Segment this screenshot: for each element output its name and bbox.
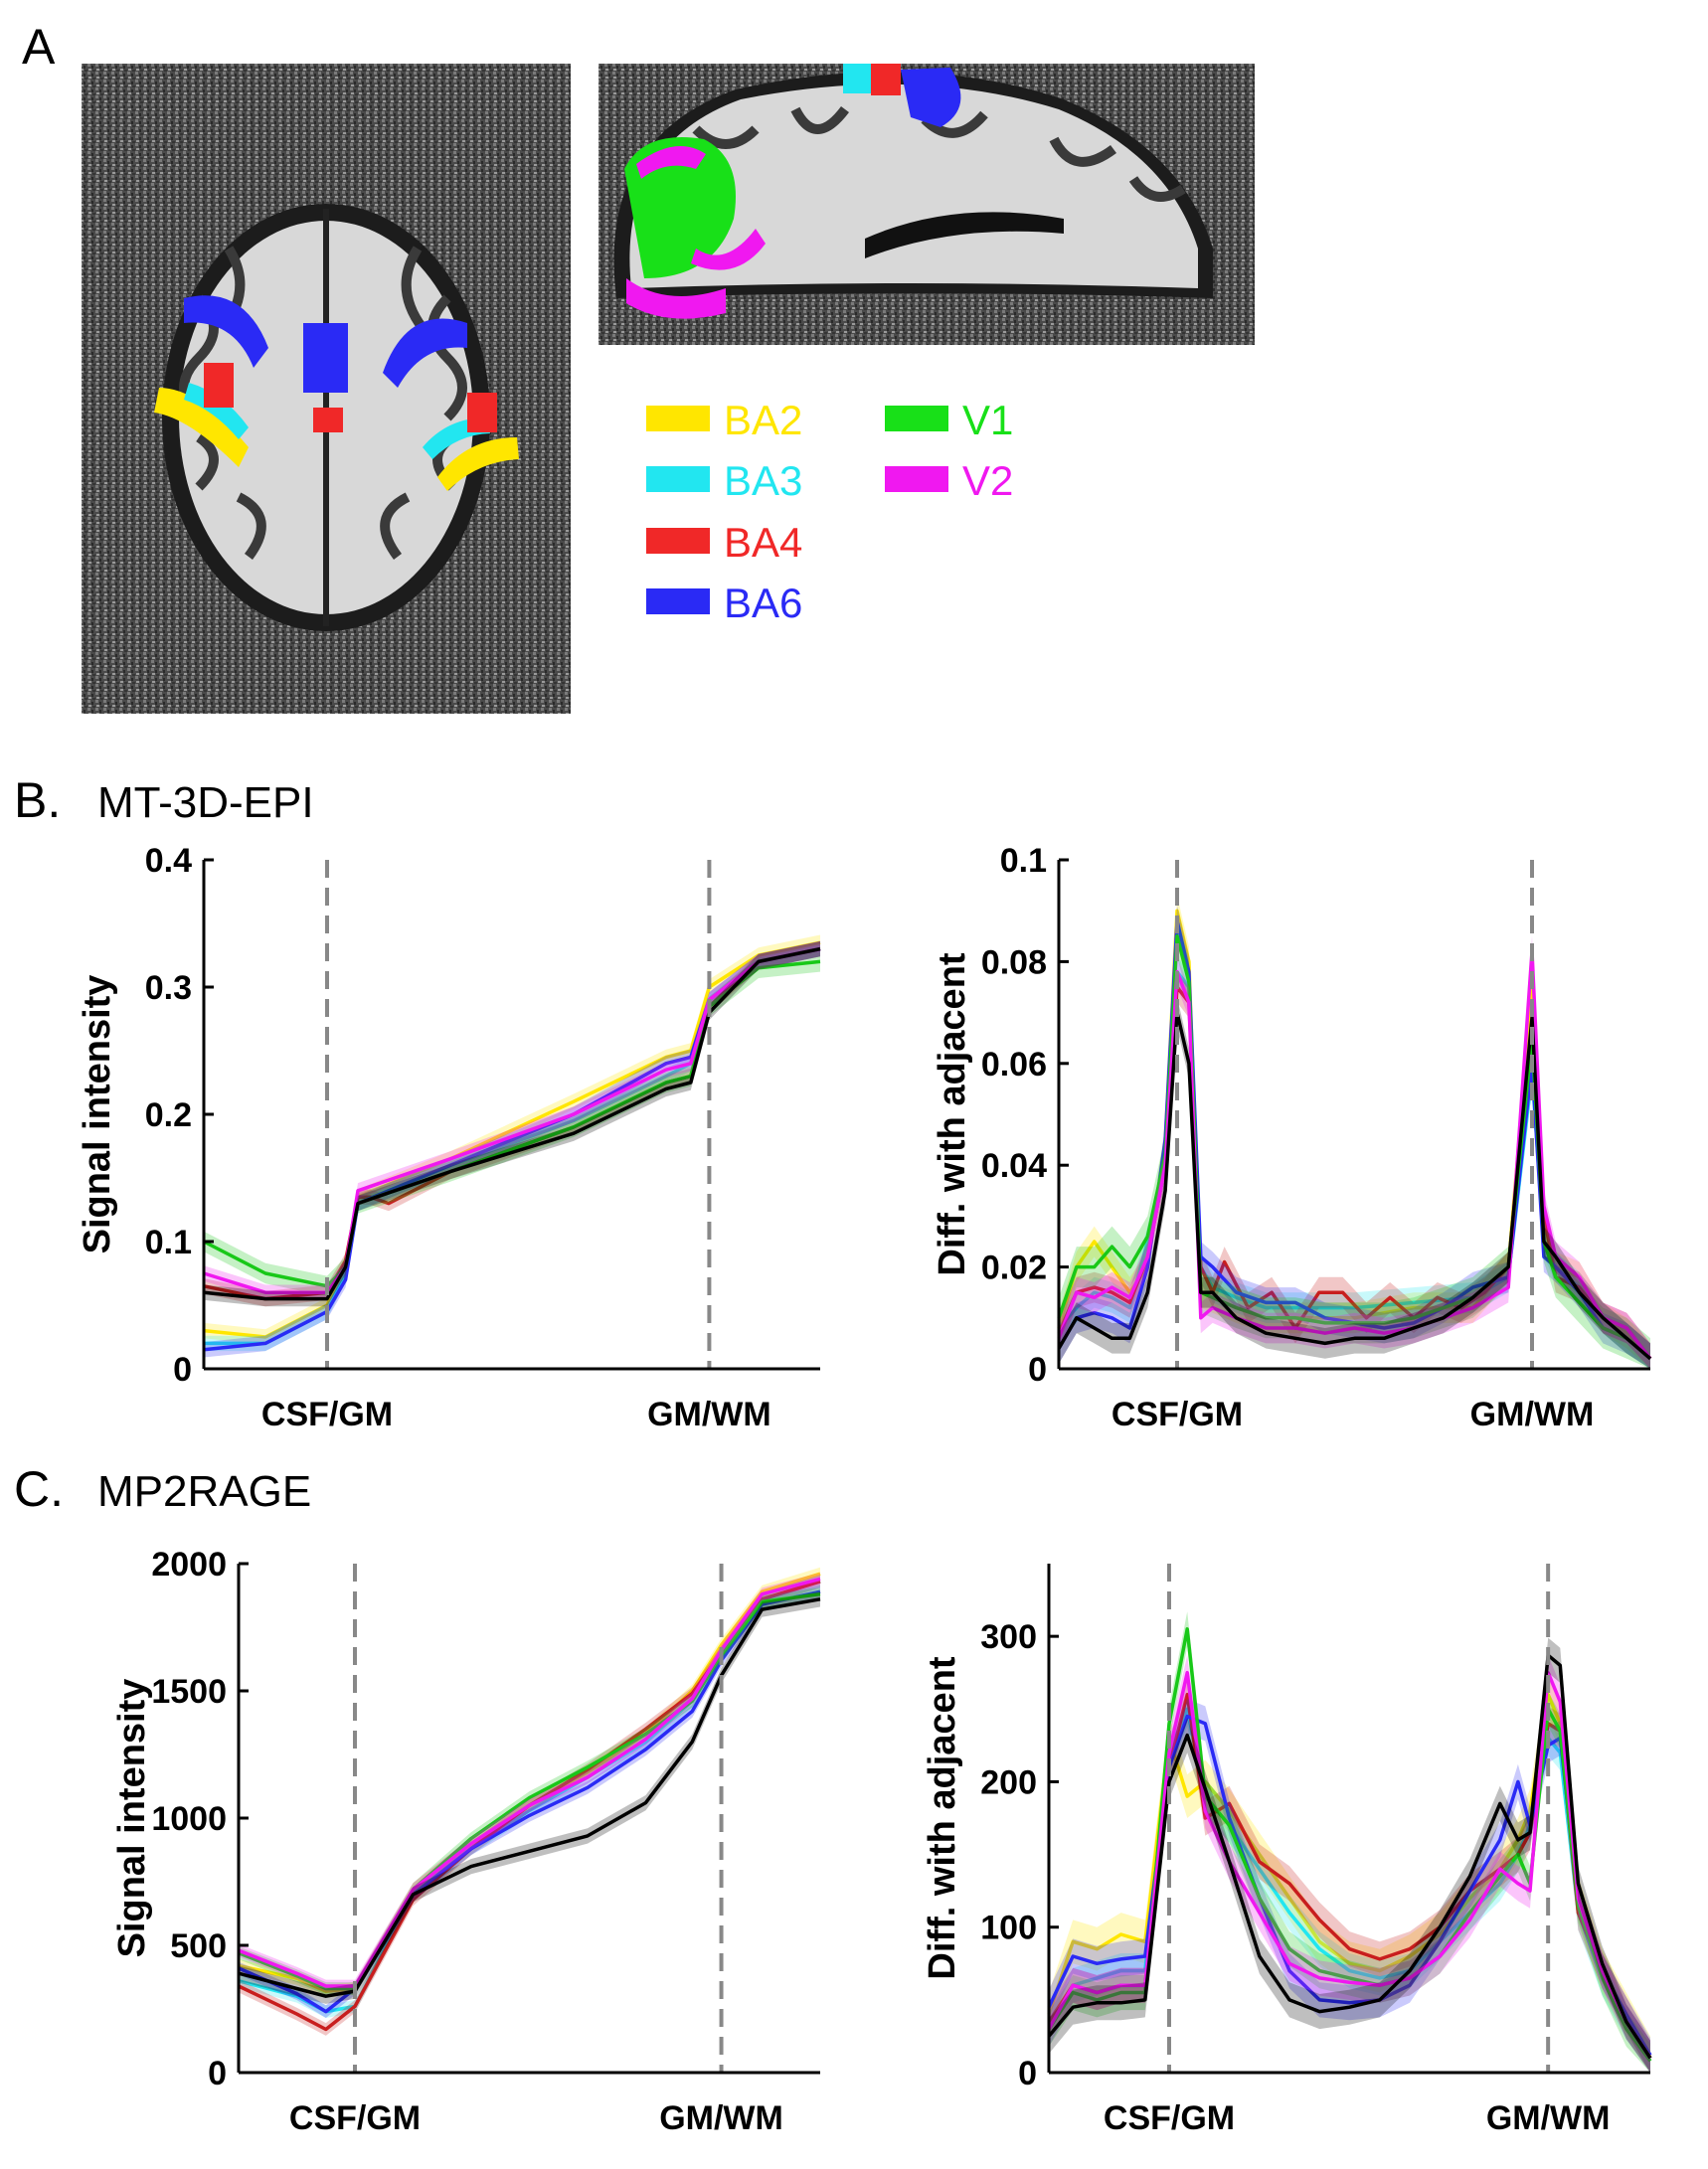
legend-label: BA3 bbox=[724, 457, 802, 504]
series-v2 bbox=[238, 1573, 821, 1993]
y-tick-label: 0 bbox=[208, 2055, 227, 2092]
line-charts: 0 0.1 0.2 0.3 0.4 CSF/GM GM/WM Signal intensity… bbox=[77, 842, 1652, 2137]
legend-swatch bbox=[646, 466, 710, 492]
sagittal-brain-image bbox=[598, 64, 1255, 345]
panel-b-letter: B. bbox=[14, 772, 61, 828]
y-tick-label: 0 bbox=[1028, 1351, 1047, 1389]
series-band bbox=[1049, 1699, 1650, 2073]
y-tick-label: 0.1 bbox=[145, 1224, 192, 1261]
y-tick-label: 0.04 bbox=[981, 1147, 1047, 1185]
series-v1 bbox=[1057, 916, 1652, 1369]
chart-1: 0 0.02 0.04 0.06 0.08 0.1 CSF/GM GM/WM Diff. wit… bbox=[932, 842, 1652, 1433]
y-tick-label: 100 bbox=[980, 1910, 1037, 1947]
series-band bbox=[1059, 997, 1650, 1369]
series-v2 bbox=[1057, 935, 1652, 1369]
x-tick-label: GM/WM bbox=[647, 1396, 771, 1433]
legend-label: BA4 bbox=[724, 519, 802, 566]
series-line bbox=[1057, 934, 1652, 1361]
y-tick-label: 0 bbox=[173, 1351, 192, 1389]
y-tick-label: 0.06 bbox=[981, 1046, 1047, 1084]
series-v2 bbox=[1047, 1655, 1652, 2073]
series-band bbox=[1059, 906, 1650, 1369]
series-line bbox=[1047, 1653, 1652, 2060]
x-tick-label: GM/WM bbox=[659, 2099, 783, 2137]
legend-label: V2 bbox=[962, 457, 1013, 504]
y-tick-label: 1000 bbox=[151, 1800, 227, 1838]
series-mean-black bbox=[203, 940, 821, 1307]
series-line bbox=[1057, 1010, 1652, 1361]
legend-item-ba6: BA6 bbox=[646, 580, 802, 626]
chart-0: 0 0.1 0.2 0.3 0.4 CSF/GM GM/WM Signal intensity bbox=[77, 842, 821, 1433]
y-tick-label: 0.3 bbox=[145, 969, 192, 1007]
series-band bbox=[1059, 971, 1650, 1369]
panel-a-letter: A bbox=[22, 19, 56, 75]
series-band bbox=[204, 940, 820, 1352]
legend-item-v2: V2 bbox=[885, 457, 1013, 504]
y-tick-label: 0.08 bbox=[981, 943, 1047, 981]
panel-c-letter: C. bbox=[14, 1461, 64, 1517]
x-tick-label: CSF/GM bbox=[1111, 1396, 1243, 1433]
series-line bbox=[203, 940, 821, 1339]
series-line bbox=[203, 946, 821, 1301]
legend-label: V1 bbox=[962, 397, 1013, 443]
series-line bbox=[1047, 1692, 1652, 2060]
chart-2: 0 500 1000 1500 2000 CSF/GM GM/WM Signal intens… bbox=[111, 1546, 821, 2137]
y-tick-label: 0.4 bbox=[145, 842, 192, 880]
x-tick-label: GM/WM bbox=[1486, 2099, 1611, 2137]
y-axis-label: Signal intensity bbox=[77, 975, 118, 1254]
y-axis-label: Signal intensity bbox=[111, 1679, 153, 1958]
y-tick-label: 0.02 bbox=[981, 1250, 1047, 1287]
x-tick-label: CSF/GM bbox=[1104, 2099, 1235, 2137]
x-tick-label: CSF/GM bbox=[289, 2099, 421, 2137]
legend-swatch bbox=[885, 406, 948, 431]
y-tick-label: 200 bbox=[980, 1763, 1037, 1801]
legend-swatch bbox=[646, 528, 710, 554]
legend-swatch bbox=[646, 406, 710, 431]
legend-label: BA6 bbox=[724, 580, 802, 626]
series-ba6 bbox=[1047, 1699, 1652, 2073]
y-axis-label: Diff. with adjacent bbox=[932, 952, 973, 1275]
y-axis-label: Diff. with adjacent bbox=[922, 1656, 963, 1979]
series-ba2 bbox=[203, 934, 821, 1345]
panel-b-title: MT-3D-EPI bbox=[97, 778, 314, 827]
x-tick-label: CSF/GM bbox=[261, 1396, 393, 1433]
legend: BA2 BA3 BA4 BA6 V1 V2 bbox=[646, 397, 1013, 626]
legend-swatch bbox=[646, 588, 710, 614]
series-band bbox=[239, 1587, 820, 1995]
y-tick-label: 1500 bbox=[151, 1673, 227, 1711]
axial-brain-image bbox=[82, 64, 571, 714]
legend-item-ba3: BA3 bbox=[646, 457, 802, 504]
legend-item-v1: V1 bbox=[885, 397, 1013, 443]
series-band bbox=[1059, 956, 1650, 1369]
series-line bbox=[1057, 949, 1652, 1360]
y-tick-label: 500 bbox=[170, 1927, 227, 1965]
series-band bbox=[1059, 916, 1650, 1369]
y-tick-label: 2000 bbox=[151, 1546, 227, 1584]
legend-item-ba4: BA4 bbox=[646, 519, 802, 566]
series-line bbox=[203, 946, 821, 1294]
legend-item-ba2: BA2 bbox=[646, 397, 802, 443]
series-mean-black bbox=[1047, 1637, 1652, 2073]
panel-c-title: MP2RAGE bbox=[97, 1467, 311, 1516]
legend-label: BA2 bbox=[724, 397, 802, 443]
series-line bbox=[203, 959, 821, 1288]
y-tick-label: 0 bbox=[1018, 2055, 1037, 2092]
series-mean-black bbox=[1057, 997, 1652, 1369]
y-tick-label: 300 bbox=[980, 1618, 1037, 1656]
x-tick-label: GM/WM bbox=[1470, 1396, 1595, 1433]
series-v2 bbox=[203, 940, 821, 1300]
y-tick-label: 0.1 bbox=[1000, 842, 1047, 880]
y-tick-label: 0.2 bbox=[145, 1096, 192, 1134]
chart-3: 0 100 200 300 CSF/GM GM/WM Diff. with adjacent bbox=[922, 1564, 1652, 2137]
series-line bbox=[1047, 1670, 1652, 2060]
series-line bbox=[1047, 1714, 1652, 2057]
legend-swatch bbox=[885, 466, 948, 492]
